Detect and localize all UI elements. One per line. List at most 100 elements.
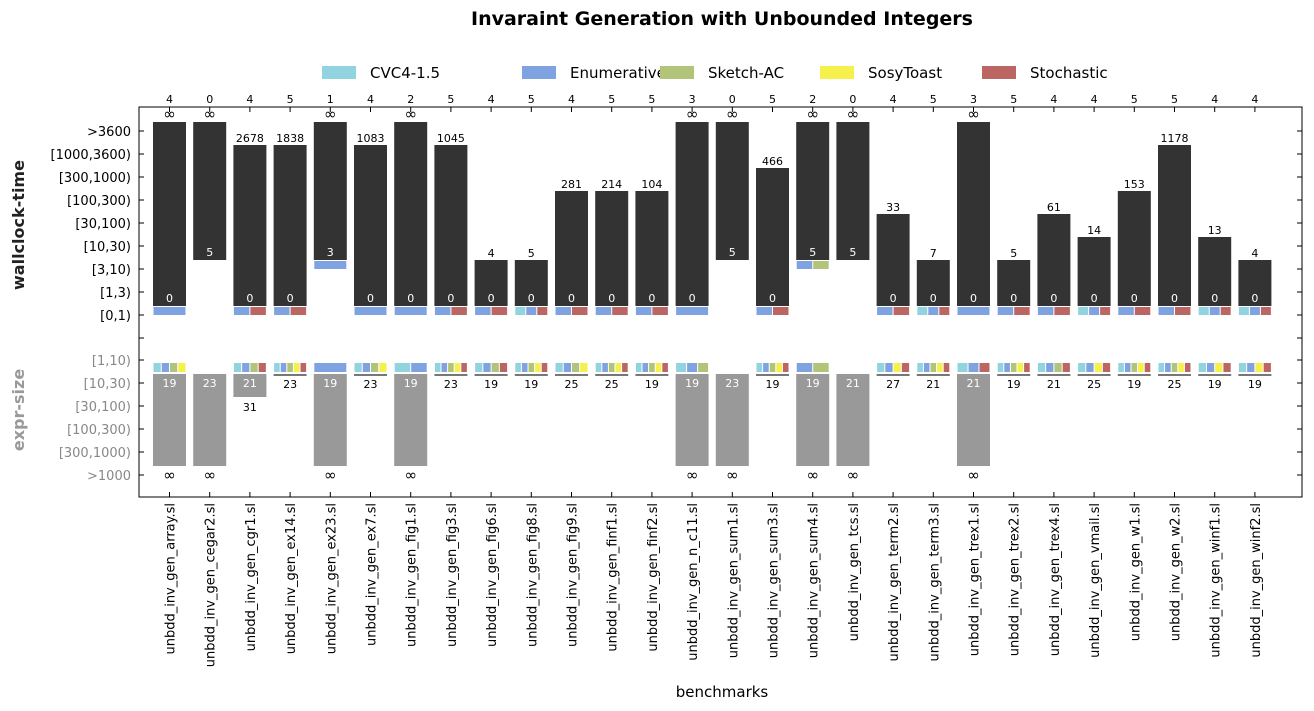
time-solver-mark xyxy=(813,261,829,269)
time-bar xyxy=(273,145,307,306)
size-min-label: 19 xyxy=(163,377,177,390)
legend-swatch-sosytoast xyxy=(820,66,854,79)
size-solver-mark xyxy=(1078,363,1086,372)
time-bar xyxy=(675,122,709,306)
time-bar xyxy=(1238,260,1272,306)
time-solver-mark xyxy=(928,307,939,315)
benchmark-name: unbdd_inv_gen_ex14.sl xyxy=(284,503,299,654)
time-solver-mark xyxy=(1260,307,1271,315)
plot-frame xyxy=(138,106,1303,498)
size-solver-mark xyxy=(555,363,563,372)
size-solver-mark xyxy=(287,363,293,372)
time-solver-mark xyxy=(1134,307,1151,315)
time-solver-mark xyxy=(595,307,612,315)
time-min-label: 0 xyxy=(287,292,294,305)
size-max-label: 27 xyxy=(886,378,900,391)
time-min-label: 0 xyxy=(1251,292,1258,305)
time-tick-label: >3600 xyxy=(87,125,131,140)
time-bar xyxy=(997,260,1031,306)
time-solver-mark xyxy=(1175,307,1191,315)
size-solver-mark xyxy=(649,363,655,372)
time-bar xyxy=(153,122,186,306)
benchmark-name: unbdd_inv_gen_term2.sl xyxy=(887,503,902,661)
size-solver-mark xyxy=(411,363,427,372)
size-solver-mark xyxy=(1094,363,1102,372)
time-axis: >3600 [1000,3600) [300,1000) [100,300) [30,1… xyxy=(51,125,1302,339)
size-solver-mark xyxy=(782,363,789,372)
time-solver-mark xyxy=(1037,307,1054,315)
benchmark-group: 5 1838 0 23 unbdd_inv_gen_ex14.sl xyxy=(273,93,307,654)
benchmark-group: 5 7 0 21 unbdd_inv_gen_term3.sl xyxy=(916,93,950,661)
benchmark-name: unbdd_inv_gen_term3.sl xyxy=(927,503,942,661)
time-solver-mark xyxy=(1089,307,1100,315)
benchmark-group: 5 214 0 25 unbdd_inv_gen_finf1.sl xyxy=(595,93,629,652)
time-max-label: 1045 xyxy=(437,132,465,145)
size-solver-mark xyxy=(521,363,528,372)
time-max-label: 466 xyxy=(762,155,783,168)
solved-count: 1 xyxy=(327,93,334,106)
benchmark-name: unbdd_inv_gen_w2.sl xyxy=(1169,503,1184,641)
size-solver-mark xyxy=(877,363,885,372)
size-solver-mark xyxy=(161,363,169,372)
solved-count: 2 xyxy=(407,93,414,106)
time-min-label: 5 xyxy=(809,246,816,259)
legend-label: Stochastic xyxy=(1030,64,1108,82)
size-max-label: 25 xyxy=(1168,378,1182,391)
size-solver-mark xyxy=(541,363,548,372)
time-min-label: 0 xyxy=(769,292,776,305)
time-bar xyxy=(1117,191,1151,306)
time-min-label: 0 xyxy=(367,292,374,305)
time-min-label: 0 xyxy=(930,292,937,305)
time-min-label: 0 xyxy=(246,292,253,305)
time-solver-mark xyxy=(1209,307,1220,315)
time-min-label: 0 xyxy=(689,292,696,305)
benchmark-group: 0∞521∞unbdd_inv_gen_tcs.sl xyxy=(836,93,870,641)
size-solver-mark xyxy=(1004,363,1010,372)
solved-count: 5 xyxy=(528,93,535,106)
time-solver-mark xyxy=(652,307,668,315)
size-solver-mark xyxy=(153,363,161,372)
benchmark-name: unbdd_inv_gen_ex7.sl xyxy=(365,503,380,646)
size-max-label: 21 xyxy=(1047,378,1061,391)
time-solver-mark xyxy=(676,307,709,315)
time-max-label: 153 xyxy=(1124,178,1145,191)
time-solver-mark xyxy=(1238,307,1249,315)
time-bar xyxy=(394,122,428,306)
size-min-label: 21 xyxy=(243,377,257,390)
size-solver-mark xyxy=(602,363,608,372)
size-solver-mark xyxy=(528,363,535,372)
time-min-label: 0 xyxy=(648,292,655,305)
size-bar xyxy=(836,374,870,466)
time-solver-mark xyxy=(612,307,628,315)
size-solver-mark xyxy=(1131,363,1138,372)
size-solver-mark xyxy=(1124,363,1131,372)
size-bar xyxy=(715,374,749,466)
time-solver-mark xyxy=(635,307,652,315)
time-min-label: 5 xyxy=(206,246,213,259)
benchmark-name: unbdd_inv_gen_sum4.sl xyxy=(807,503,822,658)
size-bar xyxy=(635,374,669,376)
benchmark-name: unbdd_inv_gen_cegar2.sl xyxy=(204,503,219,667)
size-max-label: 23 xyxy=(444,378,458,391)
benchmark-name: unbdd_inv_gen_sum1.sl xyxy=(726,503,741,658)
time-min-label: 5 xyxy=(849,246,856,259)
solved-count: 5 xyxy=(769,93,776,106)
time-max-label: 1838 xyxy=(276,132,304,145)
size-solver-mark xyxy=(515,363,521,372)
time-bar xyxy=(957,122,990,306)
size-solver-mark xyxy=(1046,363,1054,372)
solved-count: 4 xyxy=(568,93,575,106)
size-solver-mark xyxy=(293,363,300,372)
size-max-label: ∞ xyxy=(967,466,980,484)
time-min-label: 0 xyxy=(890,292,897,305)
time-bar xyxy=(313,122,347,260)
time-solver-mark xyxy=(394,307,427,315)
size-max-label: ∞ xyxy=(847,466,860,484)
time-min-label: 0 xyxy=(1091,292,1098,305)
benchmark-name: unbdd_inv_gen_fig8.sl xyxy=(525,503,540,647)
solved-count: 3 xyxy=(689,93,696,106)
time-max-label: ∞ xyxy=(686,105,699,123)
time-min-label: 0 xyxy=(608,292,615,305)
benchmark-group: 5 466 0 19 unbdd_inv_gen_sum3.sl xyxy=(756,93,789,658)
